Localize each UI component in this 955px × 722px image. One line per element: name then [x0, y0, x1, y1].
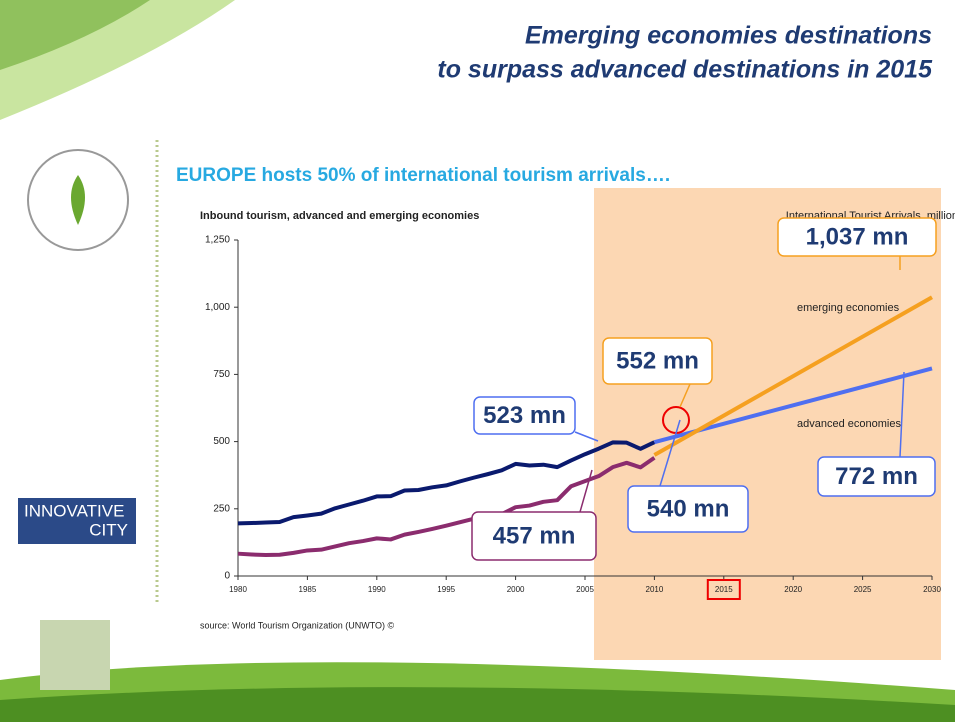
y-tick-label: 500 — [213, 436, 230, 447]
subtitle: EUROPE hosts 50% of international touris… — [176, 165, 670, 186]
callout-text: 457 mn — [493, 522, 576, 549]
x-tick-label: 1980 — [229, 585, 247, 594]
chart-title: Inbound tourism, advanced and emerging e… — [200, 210, 479, 222]
callout-text: 1,037 mn — [806, 223, 909, 250]
x-tick-label: 1995 — [437, 585, 455, 594]
logo-text: INNOVATIVE — [24, 501, 124, 520]
x-tick-label: 2020 — [784, 585, 802, 594]
series-label: advanced economies — [797, 418, 901, 430]
building-decoration — [40, 620, 110, 690]
y-tick-label: 1,000 — [205, 302, 230, 313]
x-tick-label: 2010 — [646, 585, 664, 594]
y-tick-label: 250 — [213, 503, 230, 514]
y-tick-label: 1,250 — [205, 235, 230, 246]
y-tick-label: 0 — [224, 571, 230, 582]
source: source: World Tourism Organization (UNWT… — [200, 620, 395, 630]
callout-text: 772 mn — [835, 463, 918, 490]
slide: INNOVATIVE CITY Emerging economies desti… — [0, 0, 955, 722]
x-tick-label: 2025 — [854, 585, 872, 594]
x-tick-label: 2000 — [507, 585, 525, 594]
slide-title: Emerging economies destinations — [525, 22, 932, 50]
x-tick-label: 2005 — [576, 585, 594, 594]
x-tick-label: 2015 — [715, 585, 733, 594]
slide-title: to surpass advanced destinations in 2015 — [437, 56, 933, 84]
x-tick-label: 2030 — [923, 585, 941, 594]
x-tick-label: 1990 — [368, 585, 386, 594]
callout-text: 540 mn — [647, 495, 730, 522]
y-tick-label: 750 — [213, 369, 230, 380]
series-label: emerging economies — [797, 302, 900, 314]
logo-text: CITY — [89, 520, 128, 539]
callout-text: 523 mn — [483, 402, 566, 429]
x-tick-label: 1985 — [299, 585, 317, 594]
chart: INNOVATIVE CITY Emerging economies desti… — [0, 0, 955, 722]
callout-text: 552 mn — [616, 347, 699, 374]
